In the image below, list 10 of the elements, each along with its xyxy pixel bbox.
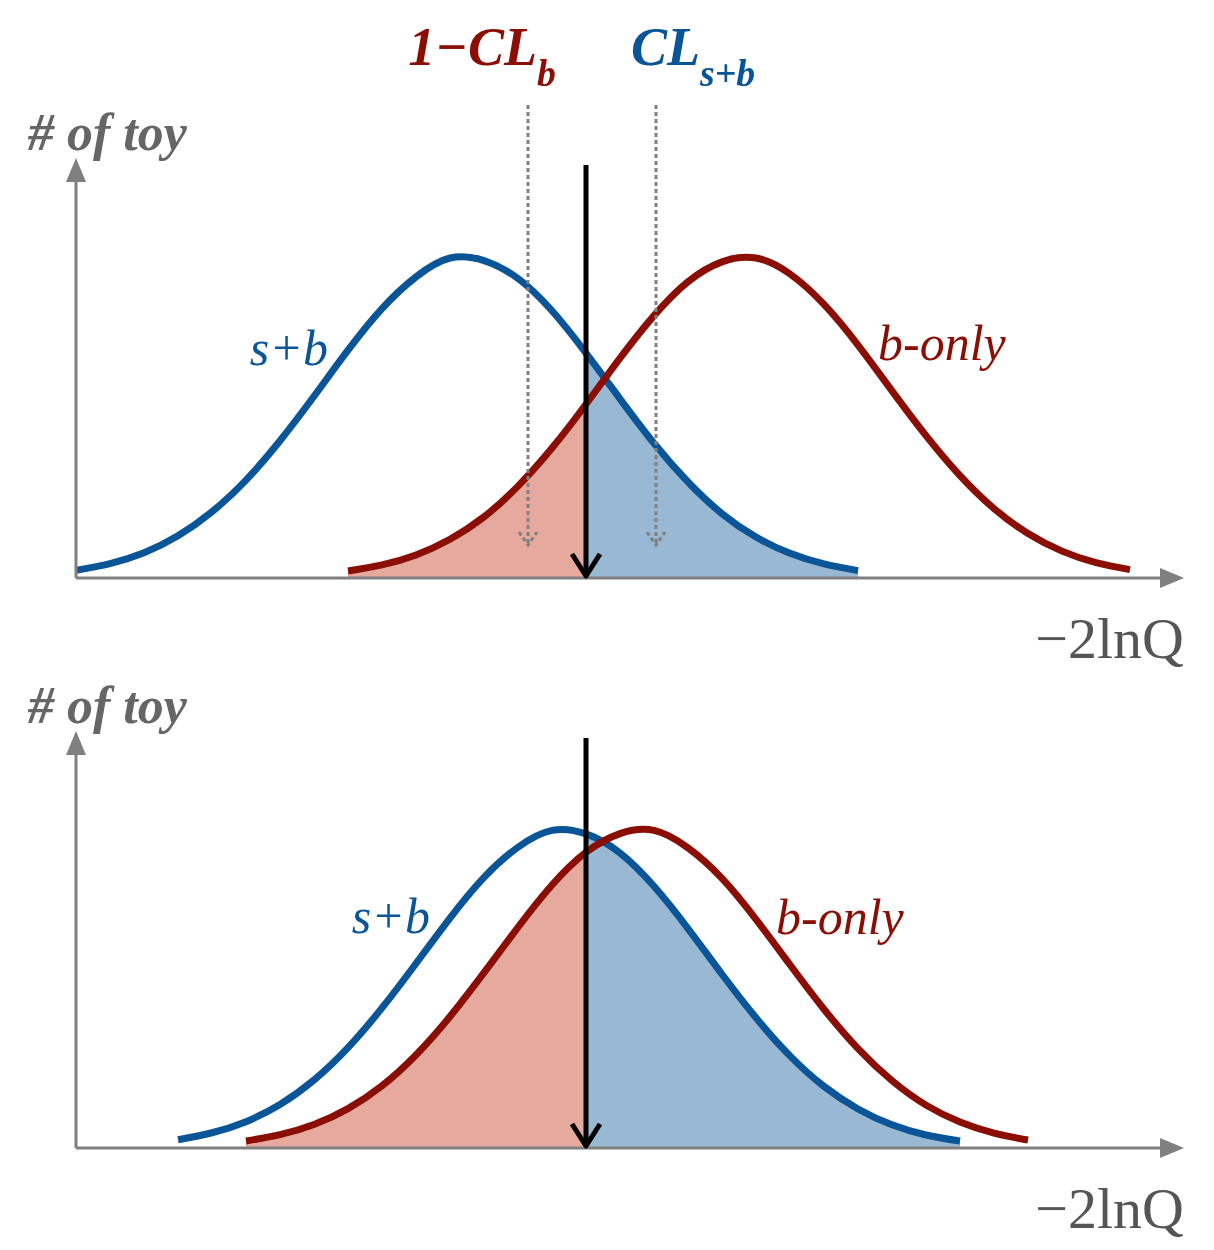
series-label: b-only xyxy=(878,315,1007,372)
x-axis-title: −2lnQ xyxy=(1035,606,1184,671)
series-label: s+b xyxy=(351,888,430,945)
series-label: s+b xyxy=(249,320,328,377)
text: 1−CL$_{b}$ xyxy=(408,17,556,94)
y-axis-title: # of toy xyxy=(27,677,188,734)
x-axis-title: −2lnQ xyxy=(1035,1176,1184,1241)
y-axis-title: # of toy xyxy=(27,104,188,161)
series-label: b-only xyxy=(776,889,905,946)
text: CL$_{s+b}$ xyxy=(631,17,756,94)
